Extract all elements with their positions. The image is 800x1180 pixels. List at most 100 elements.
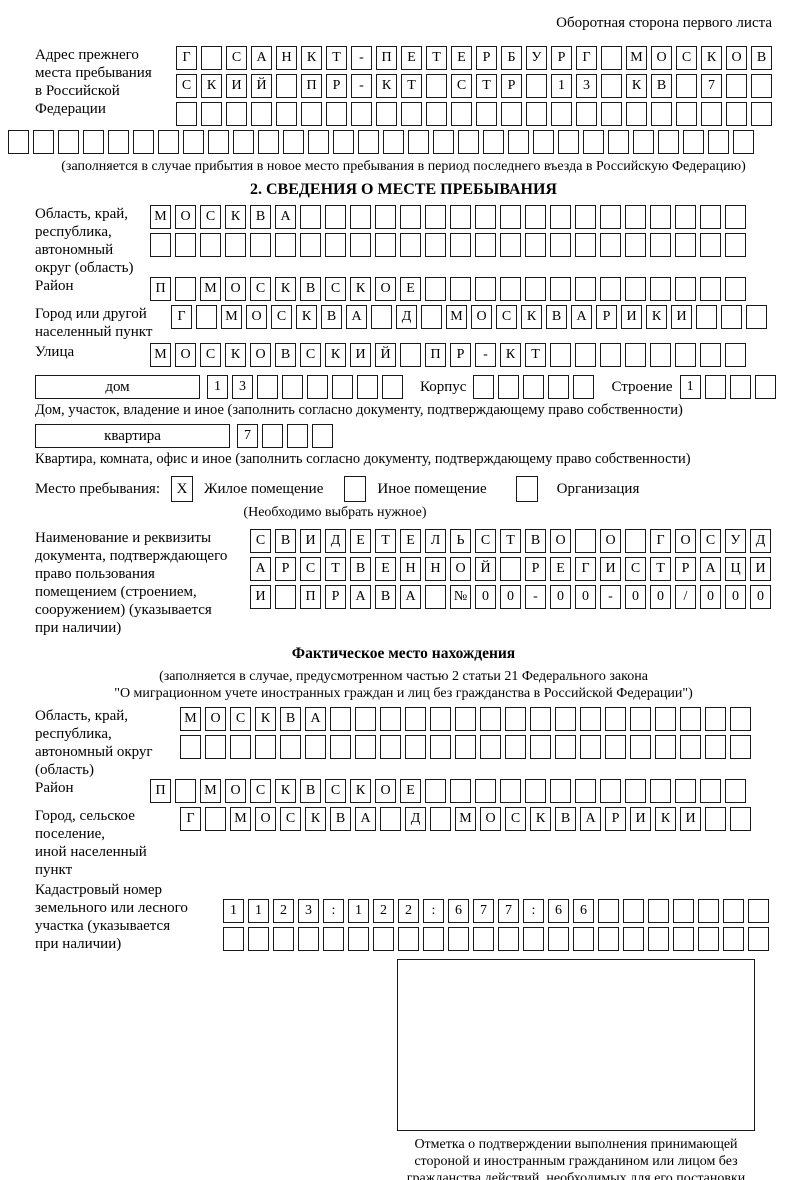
char-box[interactable]: П — [150, 779, 171, 803]
char-box[interactable] — [530, 735, 551, 759]
char-box[interactable] — [673, 899, 694, 923]
char-box[interactable] — [425, 205, 446, 229]
char-box[interactable] — [600, 779, 621, 803]
char-box[interactable] — [523, 927, 544, 951]
char-box[interactable] — [575, 205, 596, 229]
char-box[interactable]: К — [225, 205, 246, 229]
char-box[interactable] — [650, 277, 671, 301]
char-box[interactable] — [523, 375, 545, 399]
char-box[interactable]: 0 — [550, 585, 571, 609]
char-box[interactable] — [751, 74, 772, 98]
char-box[interactable]: 0 — [475, 585, 496, 609]
char-box[interactable] — [551, 102, 572, 126]
char-box[interactable]: С — [271, 305, 292, 329]
char-box[interactable]: Т — [375, 529, 396, 553]
char-box[interactable]: Н — [276, 46, 297, 70]
char-box[interactable] — [425, 277, 446, 301]
char-box[interactable] — [500, 233, 521, 257]
char-box[interactable] — [325, 233, 346, 257]
char-box[interactable]: С — [250, 779, 271, 803]
char-box[interactable]: О — [246, 305, 267, 329]
char-box[interactable]: К — [701, 46, 722, 70]
char-box[interactable] — [376, 102, 397, 126]
char-box[interactable] — [398, 927, 419, 951]
char-box[interactable] — [333, 130, 354, 154]
char-box[interactable] — [625, 529, 646, 553]
char-box[interactable] — [630, 735, 651, 759]
char-box[interactable]: И — [250, 585, 271, 609]
char-box[interactable] — [283, 130, 304, 154]
char-box[interactable] — [380, 707, 401, 731]
char-box[interactable] — [625, 343, 646, 367]
char-box[interactable] — [625, 277, 646, 301]
char-box[interactable]: Е — [550, 557, 571, 581]
char-box[interactable]: 6 — [548, 899, 569, 923]
char-box[interactable] — [626, 102, 647, 126]
char-box[interactable] — [650, 205, 671, 229]
char-box[interactable] — [225, 233, 246, 257]
char-box[interactable] — [573, 927, 594, 951]
char-box[interactable]: И — [350, 343, 371, 367]
char-box[interactable] — [400, 343, 421, 367]
char-box[interactable]: С — [700, 529, 721, 553]
char-box[interactable] — [476, 102, 497, 126]
char-box[interactable] — [480, 707, 501, 731]
char-box[interactable] — [525, 277, 546, 301]
char-box[interactable]: К — [255, 707, 276, 731]
char-box[interactable] — [248, 927, 269, 951]
char-box[interactable] — [355, 707, 376, 731]
char-box[interactable] — [175, 277, 196, 301]
char-box[interactable] — [150, 233, 171, 257]
char-box[interactable] — [575, 343, 596, 367]
char-box[interactable]: В — [555, 807, 576, 831]
char-box[interactable] — [450, 277, 471, 301]
char-box[interactable] — [330, 735, 351, 759]
char-box[interactable] — [201, 102, 222, 126]
char-box[interactable] — [725, 779, 746, 803]
char-box[interactable] — [633, 130, 654, 154]
char-box[interactable]: П — [150, 277, 171, 301]
char-box[interactable] — [575, 779, 596, 803]
char-box[interactable] — [676, 102, 697, 126]
char-box[interactable]: В — [751, 46, 772, 70]
char-box[interactable] — [530, 707, 551, 731]
char-box[interactable] — [580, 707, 601, 731]
char-box[interactable] — [605, 707, 626, 731]
char-box[interactable]: С — [325, 779, 346, 803]
char-box[interactable] — [655, 707, 676, 731]
char-box[interactable] — [282, 375, 303, 399]
char-box[interactable]: Ц — [725, 557, 746, 581]
char-box[interactable] — [505, 707, 526, 731]
char-box[interactable] — [533, 130, 554, 154]
char-box[interactable] — [348, 927, 369, 951]
char-box[interactable]: Т — [326, 46, 347, 70]
char-box[interactable] — [675, 277, 696, 301]
char-box[interactable]: В — [300, 277, 321, 301]
char-box[interactable] — [575, 233, 596, 257]
char-box[interactable]: И — [600, 557, 621, 581]
char-box[interactable]: Е — [400, 779, 421, 803]
char-box[interactable]: Т — [650, 557, 671, 581]
char-box[interactable] — [275, 233, 296, 257]
char-box[interactable]: С — [280, 807, 301, 831]
char-box[interactable]: Р — [551, 46, 572, 70]
char-box[interactable]: М — [446, 305, 467, 329]
char-box[interactable] — [648, 927, 669, 951]
char-box[interactable]: - — [351, 46, 372, 70]
char-box[interactable] — [550, 779, 571, 803]
char-box[interactable]: В — [525, 529, 546, 553]
checkbox-inoe[interactable] — [344, 476, 367, 502]
char-box[interactable]: С — [625, 557, 646, 581]
char-box[interactable]: С — [226, 46, 247, 70]
char-box[interactable] — [573, 375, 595, 399]
char-box[interactable]: М — [626, 46, 647, 70]
char-box[interactable] — [748, 899, 769, 923]
char-box[interactable]: Р — [501, 74, 522, 98]
char-box[interactable] — [305, 735, 326, 759]
char-box[interactable] — [723, 927, 744, 951]
char-box[interactable]: В — [250, 205, 271, 229]
char-box[interactable]: Р — [596, 305, 617, 329]
char-box[interactable]: 3 — [576, 74, 597, 98]
char-box[interactable]: О — [450, 557, 471, 581]
char-box[interactable] — [380, 735, 401, 759]
